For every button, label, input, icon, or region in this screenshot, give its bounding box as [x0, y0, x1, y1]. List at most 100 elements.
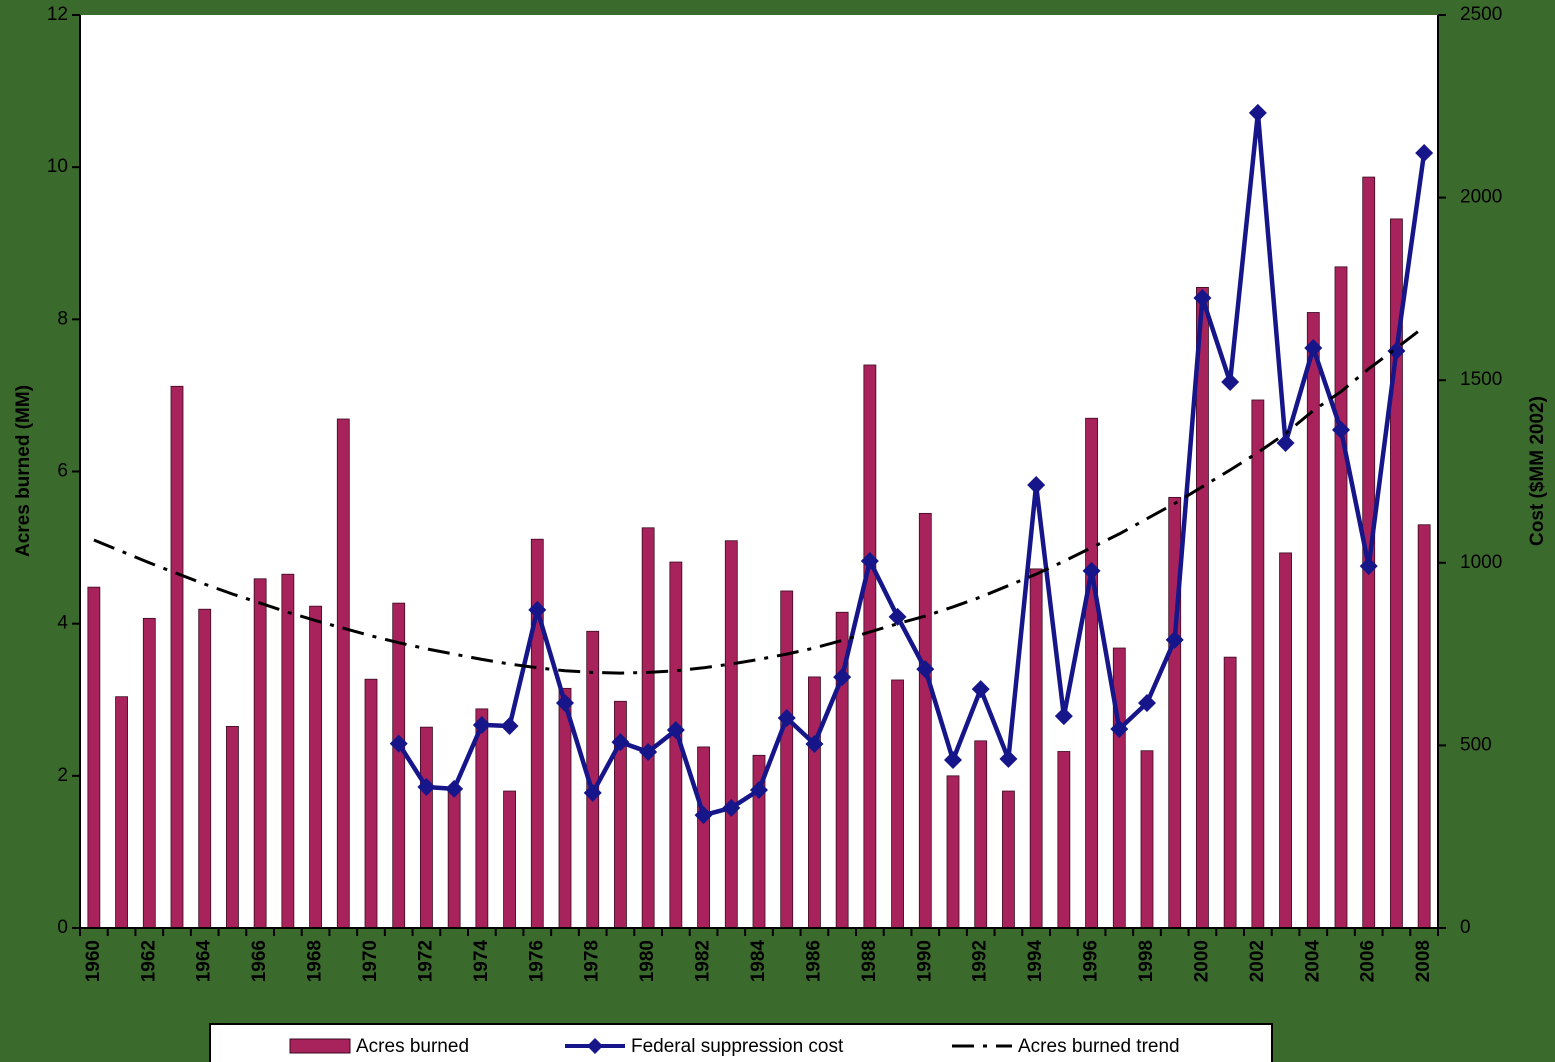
bar: [1029, 568, 1043, 929]
bar: [281, 573, 295, 929]
line: [396, 110, 1427, 818]
marker: [1359, 557, 1378, 576]
x-tick-label: 1978: [582, 940, 603, 982]
bar: [1279, 552, 1292, 929]
legend-label: Acres burned: [356, 1036, 469, 1057]
x-tick-label: 1976: [526, 940, 547, 982]
x-tick-label: 1962: [138, 940, 159, 982]
marker: [1165, 630, 1184, 649]
x-tick-label: 2008: [1413, 940, 1434, 982]
marker: [1248, 103, 1267, 122]
marker: [777, 709, 796, 728]
x-tick-label: 1964: [194, 940, 215, 983]
marker: [971, 680, 990, 699]
x-tick-label: 1984: [748, 940, 769, 983]
bar: [336, 418, 350, 929]
marker: [583, 783, 602, 802]
bar: [558, 687, 572, 929]
x-tick-label: 1970: [360, 940, 381, 982]
marker: [1138, 694, 1156, 713]
y2-tick-label: 0: [1460, 917, 1471, 938]
x-tick-label: 1980: [637, 940, 658, 982]
marker: [500, 717, 519, 736]
bar: [808, 676, 821, 929]
marker: [556, 694, 574, 713]
marker: [528, 600, 547, 619]
bar: [780, 590, 794, 929]
x-tick-label: 1982: [693, 940, 714, 982]
marker: [750, 780, 768, 799]
bar: [1306, 312, 1320, 929]
bar: [1112, 647, 1126, 929]
bar: [392, 602, 406, 929]
bar: [115, 696, 128, 929]
marker: [860, 551, 879, 570]
bar: [198, 608, 212, 929]
x-tick-label: 2004: [1302, 940, 1323, 983]
marker: [722, 798, 741, 817]
marker: [417, 778, 436, 797]
bar: [170, 385, 184, 929]
y2-tick-label: 500: [1460, 734, 1492, 755]
y-tick-label: 10: [47, 156, 68, 177]
bar: [226, 725, 239, 929]
marker: [1415, 144, 1434, 163]
marker: [1027, 476, 1046, 495]
bar: [918, 512, 932, 929]
x-tick-label: 1994: [1025, 940, 1046, 983]
y2-tick-label: 2500: [1460, 4, 1502, 25]
marker: [999, 749, 1018, 768]
bar: [891, 679, 904, 929]
bar: [697, 746, 710, 929]
bar: [530, 538, 544, 929]
x-tick-label: 2002: [1247, 940, 1268, 982]
y-tick-label: 4: [57, 613, 68, 634]
bar: [447, 790, 461, 929]
x-tick-label: 2000: [1191, 940, 1212, 982]
y-tick-label: 6: [57, 461, 68, 482]
marker: [1193, 289, 1212, 308]
x-tick-label: 1966: [249, 940, 270, 982]
marker: [639, 742, 658, 761]
legend-label: Acres burned trend: [1018, 1036, 1180, 1057]
bar: [1417, 524, 1431, 929]
marker: [1304, 339, 1323, 358]
bar: [724, 540, 738, 929]
bar: [503, 790, 516, 929]
bar: [364, 678, 378, 929]
bar: [142, 617, 156, 929]
bar: [87, 586, 101, 929]
bar: [974, 740, 988, 929]
marker: [694, 806, 713, 825]
bar: [1002, 790, 1015, 929]
y-tick-label: 2: [57, 765, 68, 786]
bar: [1085, 417, 1098, 929]
y2-axis-label: Cost ($MM 2002): [1527, 396, 1548, 546]
bar: [1251, 399, 1265, 929]
x-tick-label: 2006: [1358, 940, 1379, 982]
marker: [666, 721, 685, 740]
y2-tick-label: 1500: [1460, 369, 1502, 390]
bar: [1223, 656, 1237, 929]
legend-label: Federal suppression cost: [631, 1036, 844, 1057]
marker: [1387, 341, 1406, 360]
bar: [309, 605, 322, 929]
bar: [1140, 750, 1154, 929]
marker: [916, 660, 935, 679]
marker: [1332, 420, 1350, 439]
marker: [445, 779, 464, 798]
x-tick-label: 1988: [859, 940, 880, 982]
x-tick-label: 1968: [305, 940, 326, 982]
legend: [209, 1023, 1273, 1062]
x-tick-label: 1996: [1081, 940, 1102, 982]
marker: [389, 734, 408, 753]
bar: [253, 578, 267, 929]
y2-tick-label: 2000: [1460, 187, 1502, 208]
y-axis-label: Acres burned (MM): [13, 385, 34, 557]
bar: [420, 726, 433, 929]
trend-line: [93, 325, 1426, 675]
x-tick-label: 1960: [83, 940, 104, 982]
x-tick-label: 1972: [415, 940, 436, 982]
y-tick-label: 12: [47, 4, 68, 25]
